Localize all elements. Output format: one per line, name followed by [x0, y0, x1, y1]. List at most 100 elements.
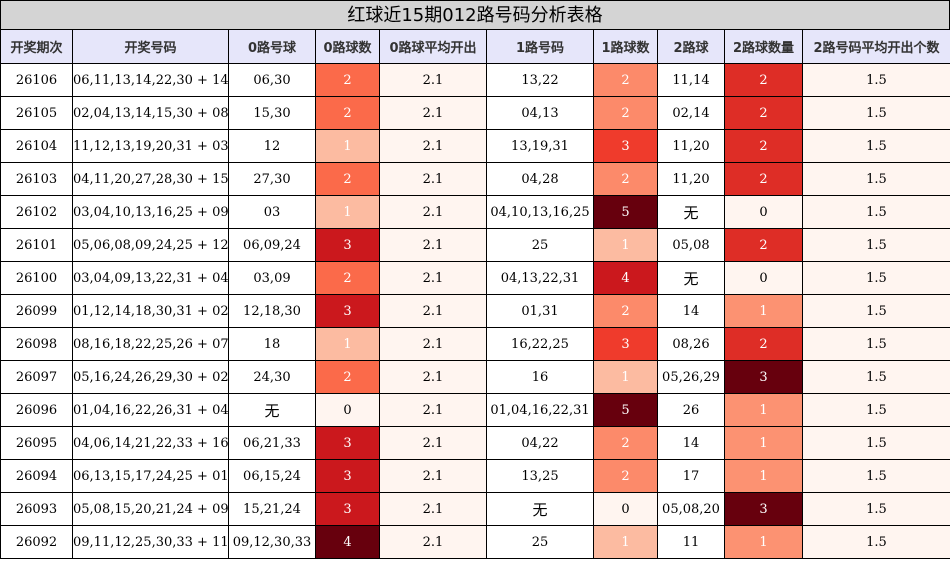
route0-count-cell: 4 — [315, 525, 380, 559]
header-route1-numbers: 1路号码 — [486, 29, 594, 64]
header-row: 开奖期次 开奖号码 0路号球 0路球数 0路球平均开出 1路号码 1路球数 2路… — [0, 29, 950, 64]
route0-balls-cell: 12,18,30 — [228, 294, 316, 328]
numbers-cell: 01,12,14,18,30,31 + 02 — [72, 294, 229, 328]
route2-balls-cell: 05,08 — [657, 228, 725, 262]
header-route0-balls: 0路号球 — [228, 29, 316, 64]
route2-balls-cell: 14 — [657, 426, 725, 460]
table-title: 红球近15期012路号码分析表格 — [0, 0, 950, 30]
route2-count-cell: 0 — [724, 195, 803, 229]
numbers-cell: 11,12,13,19,20,31 + 03 — [72, 129, 229, 163]
numbers-cell: 01,04,16,22,26,31 + 04 — [72, 393, 229, 427]
route0-balls-cell: 18 — [228, 327, 316, 361]
route1-count-cell: 2 — [593, 63, 658, 97]
route2-count-cell: 1 — [724, 459, 803, 493]
route2-count-cell: 2 — [724, 327, 803, 361]
table-row: 26092 09,11,12,25,30,33 + 11 09,12,30,33 4 2… — [0, 525, 950, 559]
header-issue: 开奖期次 — [0, 29, 73, 64]
route0-balls-cell: 06,15,24 — [228, 459, 316, 493]
issue-cell: 26094 — [0, 459, 73, 493]
table-row: 26100 03,04,09,13,22,31 + 04 03,09 2 2.1 04,1… — [0, 261, 950, 295]
route2-avg-cell: 1.5 — [802, 228, 950, 262]
route0-avg-cell: 2.1 — [379, 162, 487, 196]
route1-numbers-cell: 04,22 — [486, 426, 594, 460]
route0-count-cell: 2 — [315, 162, 380, 196]
route1-numbers-cell: 04,10,13,16,25 — [486, 195, 594, 229]
issue-cell: 26098 — [0, 327, 73, 361]
route1-count-cell: 3 — [593, 327, 658, 361]
route2-avg-cell: 1.5 — [802, 459, 950, 493]
route2-balls-cell: 17 — [657, 459, 725, 493]
route2-count-cell: 2 — [724, 96, 803, 130]
route2-balls-cell: 11,20 — [657, 162, 725, 196]
table-row: 26098 08,16,18,22,25,26 + 07 18 1 2.1 16,22,2… — [0, 327, 950, 361]
route1-numbers-cell: 01,04,16,22,31 — [486, 393, 594, 427]
numbers-cell: 04,06,14,21,22,33 + 16 — [72, 426, 229, 460]
table-row: 26097 05,16,24,26,29,30 + 02 24,30 2 2.1 16 1 0… — [0, 360, 950, 394]
issue-cell: 26106 — [0, 63, 73, 97]
route0-balls-cell: 06,21,33 — [228, 426, 316, 460]
route0-avg-cell: 2.1 — [379, 426, 487, 460]
route1-count-cell: 4 — [593, 261, 658, 295]
route2-count-cell: 0 — [724, 261, 803, 295]
route2-count-cell: 1 — [724, 426, 803, 460]
route2-count-cell: 2 — [724, 63, 803, 97]
route2-avg-cell: 1.5 — [802, 162, 950, 196]
route0-count-cell: 2 — [315, 360, 380, 394]
route1-numbers-cell: 04,13 — [486, 96, 594, 130]
route2-count-cell: 1 — [724, 294, 803, 328]
route0-avg-cell: 2.1 — [379, 393, 487, 427]
route2-avg-cell: 1.5 — [802, 63, 950, 97]
route0-balls-cell: 06,30 — [228, 63, 316, 97]
route0-avg-cell: 2.1 — [379, 525, 487, 559]
route1-count-cell: 2 — [593, 459, 658, 493]
route2-balls-cell: 02,14 — [657, 96, 725, 130]
route1-numbers-cell: 13,25 — [486, 459, 594, 493]
table-row: 26101 05,06,08,09,24,25 + 12 06,09,24 3 2.1 2… — [0, 228, 950, 262]
route1-count-cell: 0 — [593, 492, 658, 526]
issue-cell: 26103 — [0, 162, 73, 196]
route2-avg-cell: 1.5 — [802, 294, 950, 328]
route2-avg-cell: 1.5 — [802, 525, 950, 559]
issue-cell: 26099 — [0, 294, 73, 328]
route1-numbers-cell: 01,31 — [486, 294, 594, 328]
route1-count-cell: 1 — [593, 525, 658, 559]
route0-balls-cell: 27,30 — [228, 162, 316, 196]
numbers-cell: 06,11,13,14,22,30 + 14 — [72, 63, 229, 97]
issue-cell: 26100 — [0, 261, 73, 295]
route2-balls-cell: 11,20 — [657, 129, 725, 163]
table-row: 26096 01,04,16,22,26,31 + 04 无 0 2.1 01,04,16… — [0, 393, 950, 427]
issue-cell: 26092 — [0, 525, 73, 559]
route1-numbers-cell: 25 — [486, 525, 594, 559]
issue-cell: 26097 — [0, 360, 73, 394]
route2-count-cell: 2 — [724, 129, 803, 163]
route2-count-cell: 2 — [724, 162, 803, 196]
route2-balls-cell: 26 — [657, 393, 725, 427]
route0-avg-cell: 2.1 — [379, 261, 487, 295]
route0-avg-cell: 2.1 — [379, 129, 487, 163]
route0-balls-cell: 03 — [228, 195, 316, 229]
route0-balls-cell: 06,09,24 — [228, 228, 316, 262]
issue-cell: 26096 — [0, 393, 73, 427]
route2-balls-cell: 05,08,20 — [657, 492, 725, 526]
numbers-cell: 09,11,12,25,30,33 + 11 — [72, 525, 229, 559]
route2-avg-cell: 1.5 — [802, 492, 950, 526]
table-row: 26104 11,12,13,19,20,31 + 03 12 1 2.1 13,19,3… — [0, 129, 950, 163]
route0-count-cell: 3 — [315, 459, 380, 493]
numbers-cell: 08,16,18,22,25,26 + 07 — [72, 327, 229, 361]
route0-count-cell: 0 — [315, 393, 380, 427]
route2-count-cell: 3 — [724, 492, 803, 526]
issue-cell: 26101 — [0, 228, 73, 262]
route2-avg-cell: 1.5 — [802, 360, 950, 394]
route2-balls-cell: 08,26 — [657, 327, 725, 361]
route0-balls-cell: 无 — [228, 393, 316, 427]
numbers-cell: 03,04,09,13,22,31 + 04 — [72, 261, 229, 295]
table-row: 26094 06,13,15,17,24,25 + 01 06,15,24 3 2.1 1… — [0, 459, 950, 493]
route2-count-cell: 1 — [724, 525, 803, 559]
route0-balls-cell: 09,12,30,33 — [228, 525, 316, 559]
route1-count-cell: 5 — [593, 195, 658, 229]
route2-count-cell: 3 — [724, 360, 803, 394]
route0-avg-cell: 2.1 — [379, 63, 487, 97]
issue-cell: 26093 — [0, 492, 73, 526]
route1-numbers-cell: 04,28 — [486, 162, 594, 196]
